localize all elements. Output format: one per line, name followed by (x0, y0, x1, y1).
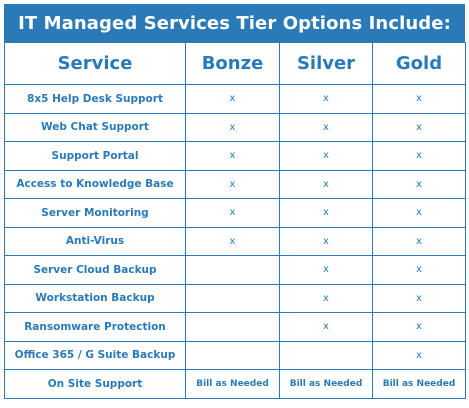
silver-cell: x (279, 198, 373, 228)
service-name: On Site Support (4, 369, 186, 399)
bonze-cell (185, 255, 280, 285)
table-row: Server Cloud Backup x x (4, 255, 466, 285)
table-row: On Site Support Bill as Needed Bill as N… (4, 369, 466, 399)
service-name: Workstation Backup (4, 283, 186, 313)
bonze-cell (185, 340, 280, 370)
gold-cell: x (372, 198, 466, 228)
silver-cell: x (279, 312, 373, 342)
gold-cell: x (372, 312, 466, 342)
silver-cell: x (279, 84, 373, 114)
gold-cell: x (372, 255, 466, 285)
silver-cell: x (279, 112, 373, 142)
silver-cell: x (279, 255, 373, 285)
bonze-cell: x (185, 112, 280, 142)
bonze-cell: x (185, 226, 280, 256)
silver-cell: Bill as Needed (279, 369, 373, 399)
service-name: Server Monitoring (4, 198, 186, 228)
table-row: Anti-Virus x x x (4, 226, 466, 256)
service-name: Web Chat Support (4, 112, 186, 142)
gold-cell: x (372, 169, 466, 199)
gold-cell: Bill as Needed (372, 369, 466, 399)
column-header-service: Service (4, 42, 186, 85)
table-row: Access to Knowledge Base x x x (4, 169, 466, 199)
column-header-gold: Gold (372, 42, 466, 85)
bonze-cell: x (185, 84, 280, 114)
service-name: Server Cloud Backup (4, 255, 186, 285)
service-name: 8x5 Help Desk Support (4, 84, 186, 114)
gold-cell: x (372, 340, 466, 370)
service-name: Support Portal (4, 141, 186, 171)
bonze-cell: x (185, 141, 280, 171)
gold-cell: x (372, 283, 466, 313)
silver-cell: x (279, 283, 373, 313)
service-name: Office 365 / G Suite Backup (4, 340, 186, 370)
service-name: Ransomware Protection (4, 312, 186, 342)
table-row: Web Chat Support x x x (4, 112, 466, 142)
bonze-cell (185, 283, 280, 313)
bonze-cell: Bill as Needed (185, 369, 280, 399)
table-row: 8x5 Help Desk Support x x x (4, 84, 466, 114)
bonze-cell: x (185, 198, 280, 228)
table-row: Support Portal x x x (4, 141, 466, 171)
gold-cell: x (372, 226, 466, 256)
silver-cell: x (279, 141, 373, 171)
column-header-bonze: Bonze (185, 42, 280, 85)
service-name: Access to Knowledge Base (4, 169, 186, 199)
column-header-silver: Silver (279, 42, 373, 85)
header-row: Service Bonze Silver Gold (4, 42, 466, 85)
gold-cell: x (372, 141, 466, 171)
table-row: Office 365 / G Suite Backup x (4, 340, 466, 370)
gold-cell: x (372, 112, 466, 142)
silver-cell: x (279, 226, 373, 256)
silver-cell: x (279, 169, 373, 199)
service-name: Anti-Virus (4, 226, 186, 256)
gold-cell: x (372, 84, 466, 114)
tier-options-table: Service Bonze Silver Gold 8x5 Help Desk … (4, 42, 466, 399)
silver-cell (279, 340, 373, 370)
bonze-cell: x (185, 169, 280, 199)
table-row: Server Monitoring x x x (4, 198, 466, 228)
bonze-cell (185, 312, 280, 342)
table-row: Workstation Backup x x (4, 283, 466, 313)
table-title: IT Managed Services Tier Options Include… (4, 4, 465, 42)
table-row: Ransomware Protection x x (4, 312, 466, 342)
